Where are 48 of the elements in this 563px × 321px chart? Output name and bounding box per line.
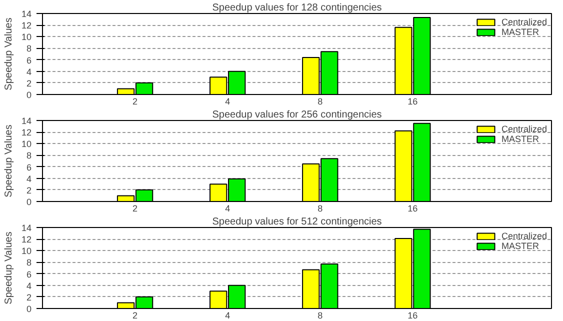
y-tick-label: 4	[26, 66, 32, 77]
y-axis-title: Speedup Values	[3, 18, 14, 90]
x-tick-label: 8	[318, 204, 323, 214]
y-tick-label: 12	[21, 20, 32, 31]
y-tick-label: 2	[26, 292, 32, 302]
legend-label: MASTER	[501, 27, 539, 37]
y-tick-label: 0	[26, 304, 32, 314]
y-tick-label: 14	[21, 116, 32, 126]
x-tick-label: 2	[132, 96, 138, 106]
y-tick-label: 4	[26, 174, 32, 184]
legend-label: Centralized	[501, 231, 547, 241]
x-tick-label: 16	[408, 96, 418, 106]
x-tick-label: 8	[318, 310, 323, 320]
x-tick-label: 8	[318, 96, 323, 106]
y-tick-label: 0	[26, 197, 32, 207]
x-tick-label: 4	[225, 204, 230, 214]
x-tick-label: 4	[225, 310, 230, 320]
x-tick-label: 4	[225, 96, 230, 106]
y-tick-label: 2	[26, 78, 32, 88]
chart-title: Speedup values for 512 contingencies	[212, 216, 382, 228]
y-tick-label: 10	[21, 32, 32, 42]
y-tick-label: 6	[26, 162, 32, 172]
chart-title: Speedup values for 128 contingencies	[212, 2, 382, 14]
legend-label: MASTER	[501, 134, 539, 144]
y-axis-title: Speedup Values	[3, 124, 14, 198]
x-tick-label: 2	[132, 310, 138, 320]
y-tick-label: 8	[26, 150, 32, 161]
y-tick-label: 0	[26, 90, 32, 100]
y-tick-label: 4	[26, 280, 32, 291]
y-tick-label: 12	[21, 234, 32, 245]
y-tick-label: 10	[21, 139, 32, 150]
x-tick-label: 16	[408, 204, 418, 214]
legend-label: Centralized	[501, 124, 547, 134]
legend-label: Centralized	[501, 17, 547, 27]
y-tick-label: 6	[26, 269, 32, 280]
y-tick-label: 10	[21, 246, 32, 256]
legend-label: MASTER	[501, 241, 539, 251]
y-tick-label: 2	[26, 185, 32, 196]
y-tick-label: 12	[21, 128, 32, 138]
y-tick-label: 8	[26, 44, 32, 54]
y-axis-title: Speedup Values	[3, 232, 14, 304]
y-tick-label: 14	[21, 9, 32, 19]
y-tick-label: 8	[26, 258, 32, 268]
chart-title: Speedup values for 256 contingencies	[212, 110, 382, 120]
x-tick-label: 16	[408, 310, 418, 320]
y-tick-label: 6	[26, 55, 32, 66]
x-tick-label: 2	[132, 204, 138, 214]
y-tick-label: 14	[21, 223, 32, 233]
